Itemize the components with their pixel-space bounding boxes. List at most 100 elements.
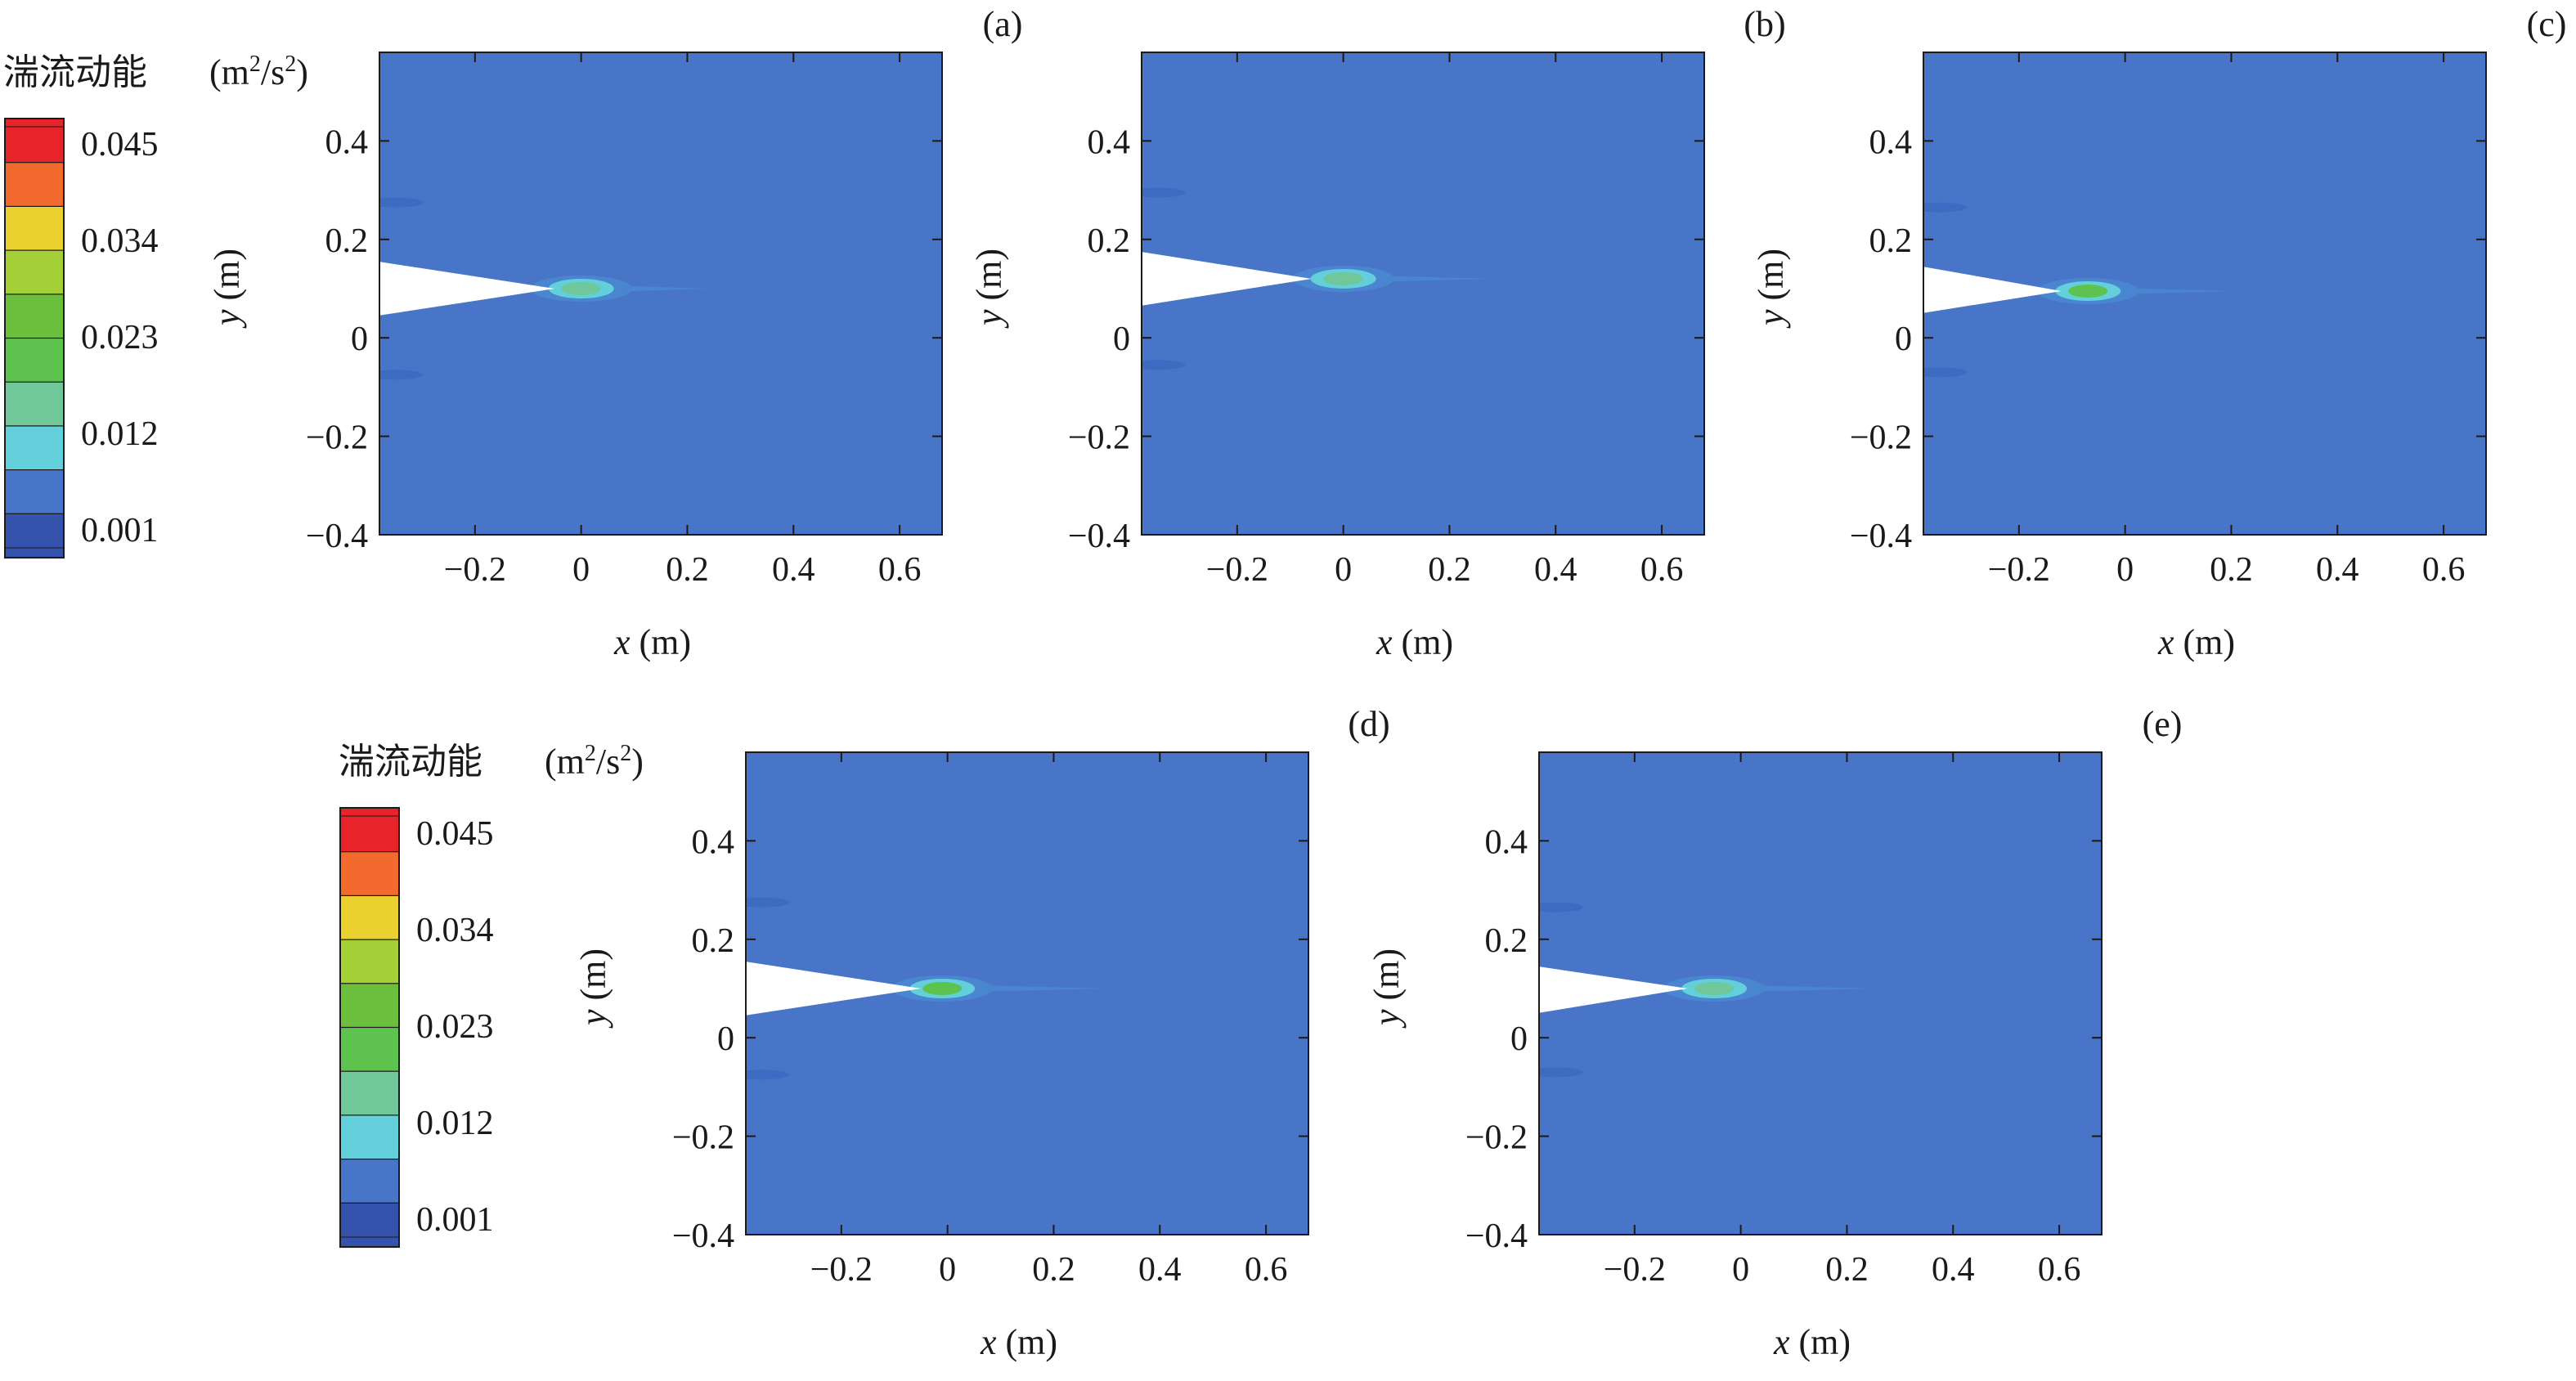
y-tick-label: 0.4 [1869, 123, 1913, 161]
colorbar-swatch [4, 205, 65, 252]
y-tick-label: 0.2 [692, 922, 735, 960]
x-axis-label: x (m) [2157, 622, 2235, 662]
x-tick-label: 0 [939, 1251, 956, 1289]
tke-peak [1694, 981, 1735, 995]
contour-panel-c: −0.2 0 0.2 0.4 0.6 0.4 0.2 0 −0.2 −0.4 x (m) y (m) (… [1751, 4, 2566, 662]
panel-label: (a) [983, 4, 1023, 44]
colorbar-swatch [339, 895, 400, 941]
colorbar-bottom: 湍流动能 (m2/s2) 0.045 0.034 0.023 0.012 0.0… [339, 741, 644, 1249]
x-tick-label: 0.6 [1640, 551, 1684, 589]
x-tick-label: −0.2 [444, 551, 506, 589]
colorbar-unit: (m2/s2) [545, 741, 644, 782]
contour-panel-b: −0.2 0 0.2 0.4 0.6 0.4 0.2 0 −0.2 −0.4 x (m) y (m) (… [969, 4, 1786, 662]
y-tick-label: 0 [717, 1020, 734, 1058]
colorbar-swatch [4, 294, 65, 339]
wedge-body [379, 262, 555, 316]
colorbar-swatch [4, 469, 65, 515]
x-tick-label: 0.4 [2316, 551, 2359, 589]
y-tick-label: −0.2 [1465, 1119, 1528, 1157]
colorbar-swatch [339, 1026, 400, 1073]
y-axis-label: y (m) [1751, 249, 1791, 329]
x-tick-label: 0 [1335, 551, 1352, 589]
x-tick-label: 0 [572, 551, 590, 589]
y-tick-label: 0.4 [325, 123, 369, 161]
colorbar-tick-label: 0.045 [81, 126, 159, 164]
colorbar-swatch [4, 425, 65, 471]
x-axis-label: x (m) [980, 1322, 1057, 1362]
x-tick-label: 0.2 [2210, 551, 2253, 589]
tke-faint-streak [379, 197, 424, 208]
colorbar-title: 湍流动能 [3, 52, 147, 92]
colorbar-swatch [339, 1070, 400, 1117]
x-tick-label: −0.2 [1988, 551, 2050, 589]
y-tick-label: −0.4 [1850, 518, 1912, 555]
y-axis-label: y (m) [207, 249, 247, 329]
tke-faint-streak [379, 370, 424, 380]
tke-background-field [1142, 52, 1704, 535]
colorbar-tick-label: 0.034 [416, 912, 494, 949]
x-tick-label: 0.4 [772, 551, 815, 589]
panel-label: (e) [2143, 704, 2183, 744]
tke-peak [922, 981, 963, 995]
y-tick-label: 0.4 [692, 823, 735, 861]
x-tick-label: 0 [2116, 551, 2134, 589]
x-tick-label: 0.4 [1534, 551, 1577, 589]
colorbar-tick-label: 0.001 [81, 512, 159, 549]
tke-peak [2068, 284, 2108, 298]
contour-plot-area [379, 52, 942, 535]
y-tick-label: −0.4 [306, 518, 368, 555]
y-tick-label: 0.2 [1869, 222, 1913, 260]
colorbar-swatch [339, 1114, 400, 1160]
colorbar-tick-label: 0.023 [81, 319, 159, 356]
plot-frame [1141, 52, 1705, 536]
x-axis-label: x (m) [1376, 622, 1453, 662]
contour-plot-area [1923, 52, 2486, 535]
colorbar-swatch [339, 807, 400, 853]
y-axis-label: y (m) [573, 948, 613, 1029]
x-tick-label: 0.4 [1138, 1251, 1182, 1289]
y-tick-label: 0.2 [325, 222, 369, 260]
panel-label: (d) [1348, 704, 1389, 744]
colorbar-swatch [339, 1159, 400, 1204]
tke-faint-streak [746, 897, 790, 908]
wedge-body [1923, 267, 2062, 313]
colorbar-frame [339, 807, 400, 1248]
tke-faint-streak [1142, 360, 1186, 370]
x-tick-label: 0 [1732, 1251, 1749, 1289]
contour-plot-area [746, 752, 1308, 1235]
x-tick-label: 0.2 [1032, 1251, 1075, 1289]
panel-label: (b) [1744, 4, 1785, 44]
y-tick-label: 0.4 [1088, 123, 1131, 161]
colorbar-title: 湍流动能 [339, 742, 482, 782]
plot-frame [745, 751, 1309, 1235]
tke-faint-streak [1539, 1067, 1583, 1078]
colorbar-tick-label: 0.012 [81, 415, 159, 453]
colorbar-swatches [339, 807, 400, 1249]
tke-peak [561, 281, 601, 295]
y-tick-label: 0 [351, 321, 368, 358]
y-tick-label: 0 [1510, 1020, 1528, 1058]
y-tick-label: 0 [1895, 321, 1912, 358]
wedge-body [746, 962, 922, 1016]
x-tick-label: 0.2 [1825, 1251, 1869, 1289]
tke-peak [1323, 271, 1363, 285]
colorbar-swatch [339, 851, 400, 897]
plot-frame [1923, 52, 2487, 536]
contour-plot-area [1539, 752, 2102, 1235]
x-tick-label: 0.2 [666, 551, 709, 589]
colorbar-swatch [339, 983, 400, 1029]
colorbar-swatch [4, 249, 65, 295]
colorbar-swatch [4, 381, 65, 428]
tke-faint-streak [1539, 902, 1583, 912]
tke-faint-streak [1142, 187, 1186, 198]
wedge-body [1142, 252, 1312, 306]
y-tick-label: −0.4 [1465, 1217, 1528, 1255]
colorbar-tick-label: 0.001 [416, 1201, 494, 1239]
y-tick-label: 0.2 [1088, 222, 1131, 260]
colorbar-unit: (m2/s2) [209, 52, 308, 92]
plot-frame [1538, 751, 2103, 1235]
colorbar-tick-label: 0.023 [416, 1008, 494, 1046]
tke-faint-streak [746, 1069, 790, 1080]
tke-faint-streak [1923, 202, 1968, 213]
